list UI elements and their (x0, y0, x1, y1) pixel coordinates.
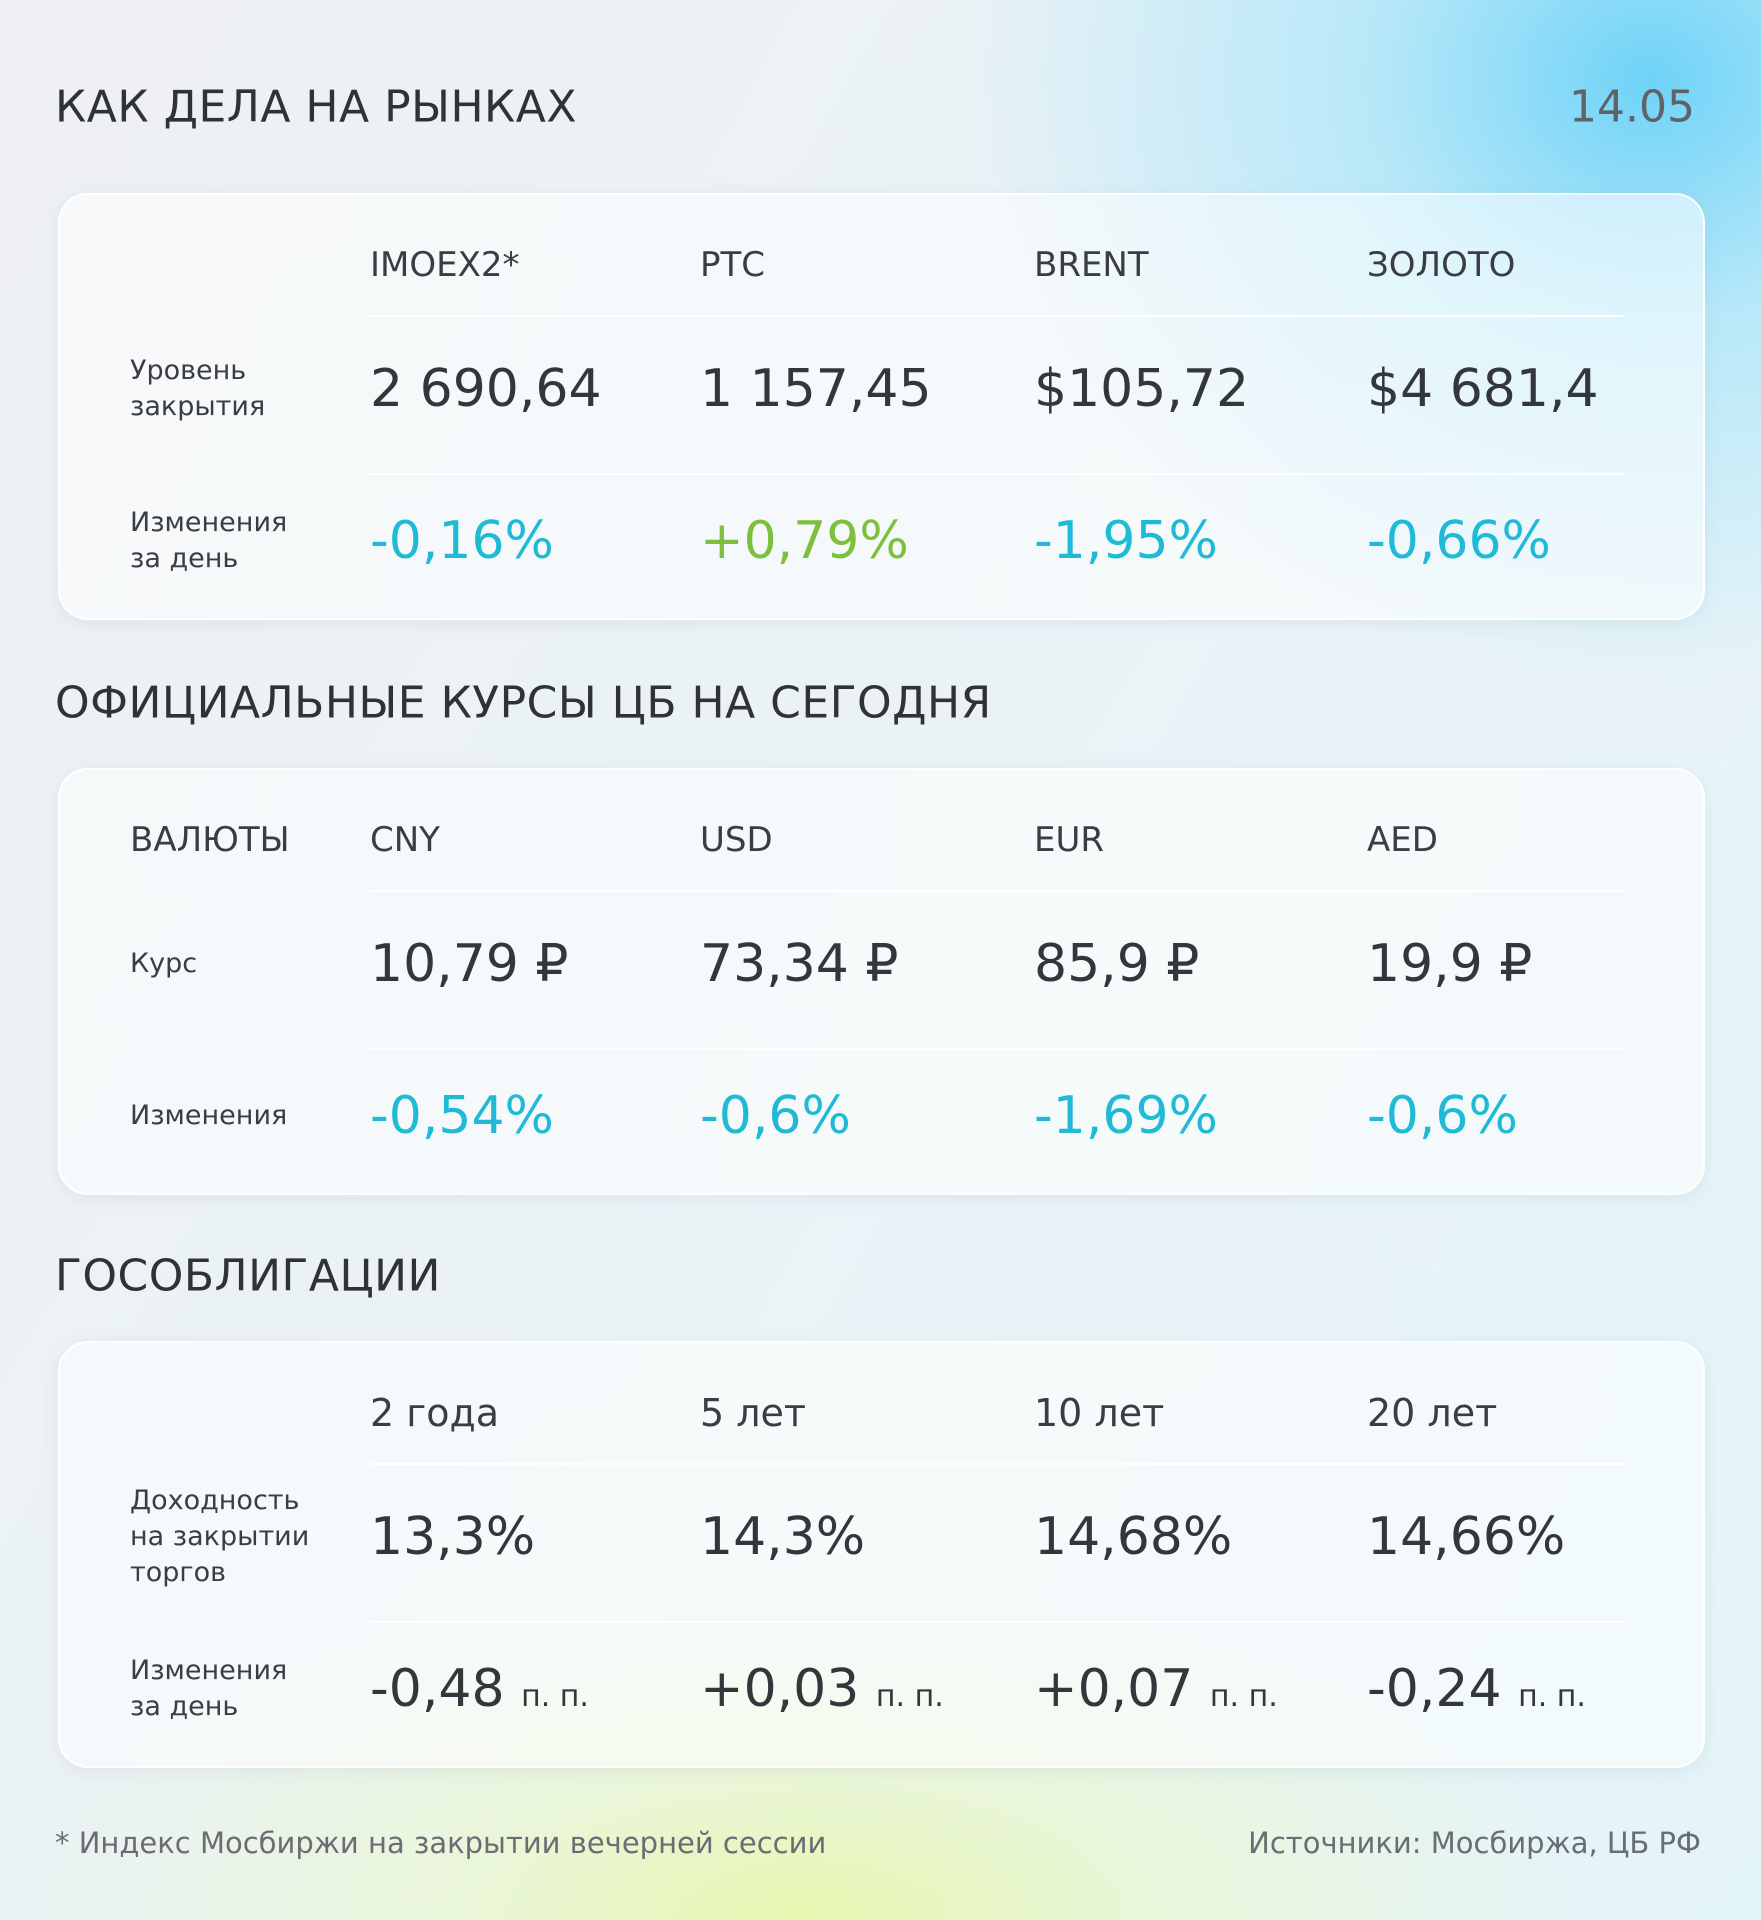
card (58, 1341, 1705, 1768)
value: -0,48 п. п. (370, 1659, 589, 1719)
row-label: Уровень закрытия (130, 355, 266, 422)
value-number: -0,24 (1367, 1659, 1502, 1719)
value: -0,16% (370, 511, 554, 571)
column-header: 20 лет (1367, 1391, 1498, 1435)
column-header: BRENT (1034, 245, 1149, 285)
value-unit: п. п. (1209, 1679, 1278, 1714)
value: 73,34 ₽ (700, 934, 899, 994)
column-header: USD (700, 820, 773, 860)
value: +0,03 п. п. (700, 1659, 944, 1719)
footnote: * Индекс Мосбиржи на закрытии вечерней с… (55, 1826, 827, 1860)
row-label: Доходность на закрытии торгов (130, 1485, 310, 1588)
row-label: Изменения за день (130, 507, 288, 574)
divider (370, 315, 1625, 317)
value: 14,68% (1034, 1507, 1233, 1567)
column-header: ЗОЛОТО (1367, 245, 1516, 285)
row-label: Изменения (130, 1100, 288, 1131)
value: -0,24 п. п. (1367, 1659, 1586, 1719)
date: 14.05 (1569, 81, 1695, 133)
section-title: ГОСОБЛИГАЦИИ (55, 1250, 441, 1302)
value: +0,79% (700, 511, 909, 571)
section-title: ОФИЦИАЛЬНЫЕ КУРСЫ ЦБ НА СЕГОДНЯ (55, 677, 992, 729)
card (58, 193, 1705, 620)
row-label: Курс (130, 948, 198, 979)
value: -0,6% (700, 1086, 851, 1146)
column-header: 5 лет (700, 1391, 807, 1435)
column-header: 10 лет (1034, 1391, 1165, 1435)
value-unit: п. п. (875, 1679, 944, 1714)
column-header: РТС (700, 245, 766, 285)
page-title: КАК ДЕЛА НА РЫНКАХ (55, 81, 578, 133)
value: 10,79 ₽ (370, 934, 569, 994)
divider (370, 1048, 1625, 1050)
value: -0,66% (1367, 511, 1551, 571)
value: $4 681,4 (1367, 359, 1599, 419)
value: 2 690,64 (370, 359, 602, 419)
value: -1,69% (1034, 1086, 1218, 1146)
divider (370, 1463, 1625, 1465)
value: 13,3% (370, 1507, 536, 1567)
value: -0,54% (370, 1086, 554, 1146)
column-header: EUR (1034, 820, 1104, 860)
value: 14,66% (1367, 1507, 1566, 1567)
value: +0,07 п. п. (1034, 1659, 1278, 1719)
value-unit: п. п. (1518, 1679, 1586, 1714)
value: 85,9 ₽ (1034, 934, 1200, 994)
column-header: CNY (370, 820, 440, 860)
divider (370, 1621, 1625, 1623)
divider (370, 890, 1625, 892)
divider (370, 473, 1625, 475)
value-number: +0,03 (700, 1659, 860, 1719)
value: 1 157,45 (700, 359, 932, 419)
corner-header: ВАЛЮТЫ (130, 820, 290, 860)
value-number: -0,48 (370, 1659, 505, 1719)
value: 14,3% (700, 1507, 866, 1567)
card (58, 768, 1705, 1195)
sources: Источники: Мосбиржа, ЦБ РФ (1248, 1826, 1701, 1860)
value: -0,6% (1367, 1086, 1518, 1146)
column-header: AED (1367, 820, 1438, 860)
value: 19,9 ₽ (1367, 934, 1533, 994)
column-header: 2 года (370, 1391, 500, 1435)
row-label: Изменения за день (130, 1655, 288, 1722)
value-number: +0,07 (1034, 1659, 1194, 1719)
value-unit: п. п. (521, 1679, 589, 1714)
column-header: IMOEX2* (370, 245, 520, 285)
value: $105,72 (1034, 359, 1250, 419)
value: -1,95% (1034, 511, 1218, 571)
